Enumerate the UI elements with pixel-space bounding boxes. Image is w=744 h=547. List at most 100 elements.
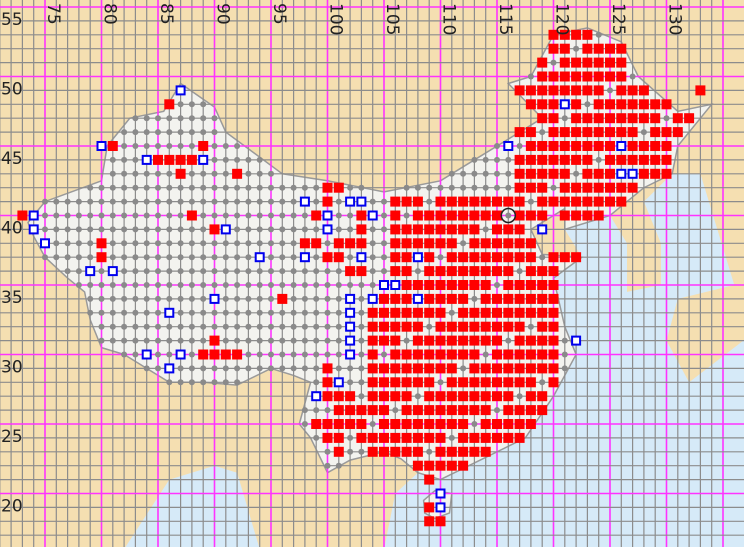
red-station-marker[interactable] [401, 377, 412, 388]
gray-station-dot[interactable] [324, 282, 331, 288]
red-station-marker[interactable] [492, 224, 502, 235]
red-station-marker[interactable] [503, 280, 514, 290]
red-station-marker[interactable] [492, 307, 502, 318]
red-station-marker[interactable] [390, 321, 401, 332]
red-station-marker[interactable] [446, 446, 457, 457]
gray-station-dot[interactable] [234, 226, 241, 233]
red-station-marker[interactable] [548, 307, 559, 318]
blue-station-marker[interactable] [412, 252, 423, 263]
gray-station-dot[interactable] [313, 295, 320, 302]
red-station-marker[interactable] [650, 154, 661, 165]
red-station-marker[interactable] [514, 85, 525, 96]
gray-station-dot[interactable] [132, 323, 139, 330]
red-station-marker[interactable] [582, 29, 593, 40]
gray-station-dot[interactable] [121, 351, 128, 358]
red-station-marker[interactable] [559, 127, 570, 138]
gray-station-dot[interactable] [132, 351, 139, 358]
red-station-marker[interactable] [435, 363, 446, 374]
red-station-marker[interactable] [605, 141, 615, 151]
gray-station-dot[interactable] [313, 184, 320, 191]
red-station-marker[interactable] [605, 182, 615, 193]
red-station-marker[interactable] [401, 419, 412, 429]
red-station-marker[interactable] [424, 405, 435, 416]
red-station-marker[interactable] [559, 182, 570, 193]
gray-station-dot[interactable] [505, 170, 512, 177]
red-station-marker[interactable] [367, 446, 378, 457]
gray-station-dot[interactable] [200, 226, 207, 233]
gray-station-dot[interactable] [222, 337, 229, 344]
gray-station-dot[interactable] [177, 198, 184, 205]
red-station-marker[interactable] [525, 293, 536, 304]
red-station-marker[interactable] [412, 349, 423, 360]
gray-station-dot[interactable] [166, 170, 173, 177]
red-station-marker[interactable] [424, 266, 435, 277]
red-station-marker[interactable] [198, 141, 209, 151]
red-station-marker[interactable] [605, 113, 615, 124]
blue-station-marker[interactable] [390, 280, 401, 290]
red-station-marker[interactable] [333, 419, 344, 429]
gray-station-dot[interactable] [335, 212, 342, 219]
red-station-marker[interactable] [480, 321, 491, 332]
gray-station-dot[interactable] [222, 143, 229, 149]
red-station-marker[interactable] [559, 210, 570, 221]
gray-station-dot[interactable] [200, 268, 207, 275]
red-station-marker[interactable] [627, 127, 638, 138]
gray-station-dot[interactable] [166, 226, 173, 233]
red-station-marker[interactable] [514, 405, 525, 416]
red-station-marker[interactable] [390, 266, 401, 277]
gray-station-dot[interactable] [166, 143, 173, 149]
gray-station-dot[interactable] [324, 268, 331, 275]
red-station-marker[interactable] [582, 127, 593, 138]
gray-station-dot[interactable] [279, 226, 286, 233]
gray-station-dot[interactable] [121, 309, 128, 316]
blue-station-marker[interactable] [559, 99, 570, 110]
red-station-marker[interactable] [661, 99, 672, 110]
red-station-marker[interactable] [333, 182, 344, 193]
gray-station-dot[interactable] [505, 337, 512, 344]
red-station-marker[interactable] [548, 71, 559, 82]
red-station-marker[interactable] [424, 377, 435, 388]
red-station-marker[interactable] [435, 419, 446, 429]
gray-station-dot[interactable] [268, 254, 274, 261]
red-station-marker[interactable] [412, 321, 423, 332]
gray-station-dot[interactable] [527, 198, 534, 205]
blue-station-marker[interactable] [345, 293, 356, 304]
red-station-marker[interactable] [514, 127, 525, 138]
blue-station-marker[interactable] [299, 252, 310, 263]
gray-station-dot[interactable] [166, 115, 173, 122]
gray-station-dot[interactable] [188, 379, 195, 386]
red-station-marker[interactable] [322, 391, 333, 402]
gray-station-dot[interactable] [155, 295, 161, 302]
gray-station-dot[interactable] [268, 282, 274, 288]
gray-station-dot[interactable] [245, 254, 252, 261]
red-station-marker[interactable] [548, 280, 559, 290]
red-station-marker[interactable] [333, 432, 344, 443]
red-station-marker[interactable] [514, 377, 525, 388]
gray-station-dot[interactable] [573, 45, 580, 52]
red-station-marker[interactable] [469, 266, 480, 277]
gray-station-dot[interactable] [143, 170, 150, 177]
gray-station-dot[interactable] [437, 184, 444, 191]
red-station-marker[interactable] [367, 335, 378, 346]
gray-station-dot[interactable] [109, 170, 116, 177]
gray-station-dot[interactable] [155, 337, 161, 344]
red-station-marker[interactable] [412, 419, 423, 429]
gray-station-dot[interactable] [132, 226, 139, 233]
gray-station-dot[interactable] [324, 309, 331, 316]
blue-station-marker[interactable] [40, 238, 50, 249]
gray-station-dot[interactable] [460, 170, 467, 177]
gray-station-dot[interactable] [471, 184, 478, 191]
gray-station-dot[interactable] [268, 170, 274, 177]
red-station-marker[interactable] [616, 127, 627, 138]
red-station-marker[interactable] [616, 154, 627, 165]
red-station-marker[interactable] [537, 182, 548, 193]
gray-station-dot[interactable] [347, 379, 354, 386]
red-station-marker[interactable] [435, 516, 446, 527]
gray-station-dot[interactable] [448, 309, 455, 316]
gray-station-dot[interactable] [369, 421, 376, 427]
red-station-marker[interactable] [412, 363, 423, 374]
gray-station-dot[interactable] [188, 254, 195, 261]
gray-station-dot[interactable] [268, 323, 274, 330]
gray-station-dot[interactable] [290, 295, 297, 302]
gray-station-dot[interactable] [53, 240, 60, 247]
